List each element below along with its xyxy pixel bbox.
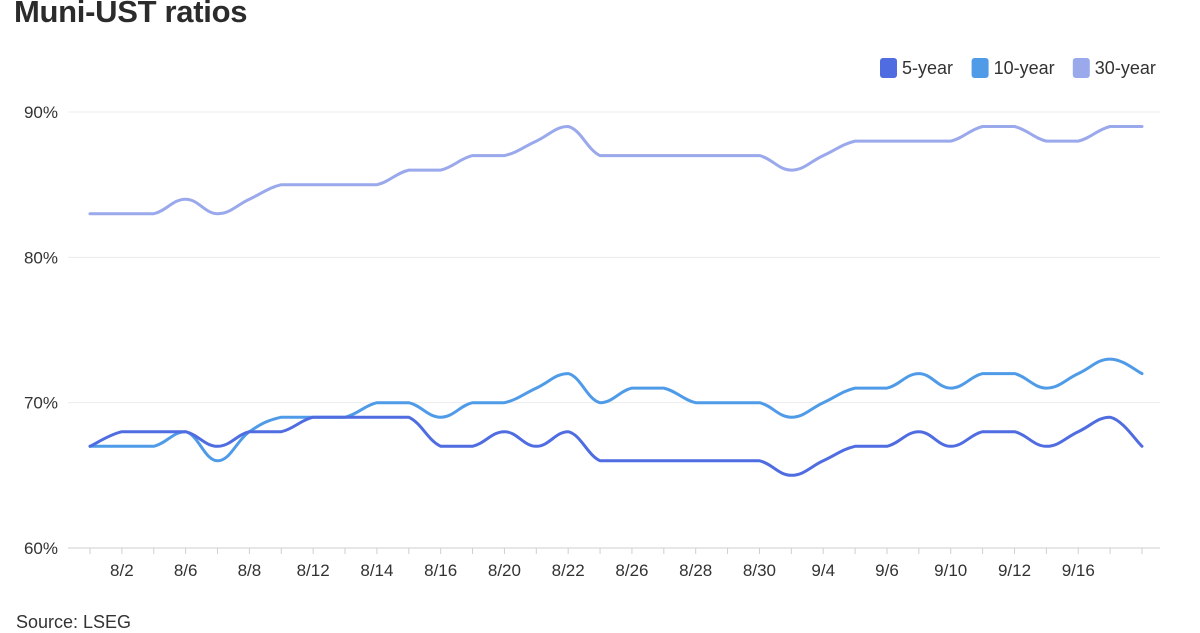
legend-swatch: [1072, 58, 1090, 78]
x-tick-label: 9/12: [998, 561, 1031, 580]
x-axis: 8/2 8/6 8/8 8/12 8/14 8/16 8/20 8/22 8/26 8/28 8/3…: [89, 548, 1143, 580]
legend-label: 30-year: [1095, 58, 1156, 78]
x-tick-label: 8/22: [552, 561, 585, 580]
x-tick-label: 9/16: [1062, 561, 1095, 580]
series-line-30-year: [88, 125, 1144, 216]
source-note: Source: LSEG: [16, 612, 132, 632]
x-tick-label: 8/14: [360, 561, 393, 580]
y-axis: 60% 70% 80% 90%: [24, 103, 58, 558]
series-line-10-year: [88, 357, 1144, 463]
series-line-5-year: [88, 415, 1144, 477]
x-tick-label: 9/6: [875, 561, 899, 580]
x-tick-label: 8/8: [238, 561, 262, 580]
legend: 5-year 10-year 30-year: [880, 58, 1156, 78]
x-tick-label: 9/4: [811, 561, 835, 580]
x-tick-label: 9/10: [934, 561, 967, 580]
x-tick-label: 8/16: [424, 561, 457, 580]
x-tick-label: 8/2: [110, 561, 134, 580]
y-tick-label: 80%: [24, 248, 58, 267]
x-tick-label: 8/20: [488, 561, 521, 580]
y-tick-label: 60%: [24, 539, 58, 558]
x-tick-label: 8/28: [679, 561, 712, 580]
legend-label: 5-year: [902, 58, 953, 78]
legend-swatch: [880, 58, 897, 78]
x-tick-label: 8/30: [743, 561, 776, 580]
legend-label: 10-year: [994, 58, 1055, 78]
legend-swatch: [971, 58, 989, 78]
gridlines: [68, 111, 1160, 549]
y-tick-label: 90%: [24, 103, 58, 122]
x-tick-label: 8/12: [297, 561, 330, 580]
x-tick-label: 8/26: [615, 561, 648, 580]
x-tick-label: 8/6: [174, 561, 198, 580]
y-tick-label: 70%: [24, 394, 58, 413]
chart-title: Muni-UST ratios: [14, 0, 248, 29]
series-lines: [88, 125, 1144, 477]
